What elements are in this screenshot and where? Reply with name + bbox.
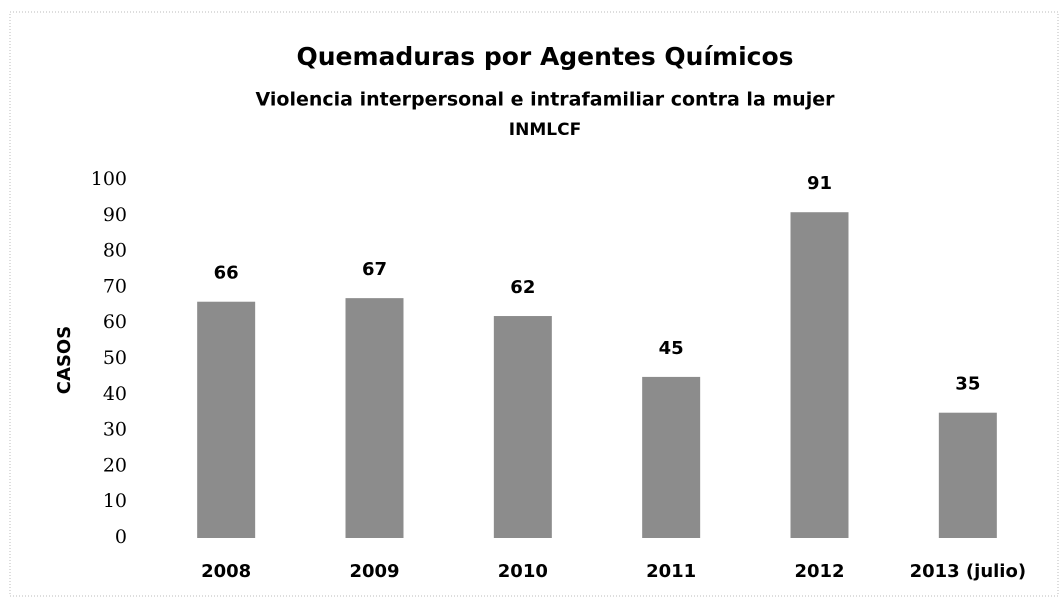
data-label: 62 [510,277,535,298]
chart-subtitle: INMLCF [509,120,581,140]
y-tick-label: 100 [91,168,127,190]
bar [938,412,997,538]
data-label: 45 [659,338,684,359]
bar [790,212,849,538]
bar [642,376,701,538]
data-label: 67 [362,259,387,280]
y-tick-label: 60 [103,311,127,333]
y-tick-label: 70 [103,275,127,297]
chart-title: Quemaduras por Agentes Químicos [296,42,793,71]
y-tick-label: 30 [103,419,127,441]
bar [345,298,404,538]
y-tick-label: 40 [103,383,127,405]
y-tick-label: 20 [103,454,127,476]
y-tick-label: 10 [103,490,127,512]
x-tick-label: 2009 [349,561,399,582]
x-tick-label: 2012 [794,561,844,582]
y-tick-label: 80 [103,240,127,262]
data-label: 91 [807,173,832,194]
bar [493,316,552,538]
x-tick-label: 2008 [201,561,251,582]
y-tick-label: 0 [115,526,127,548]
y-axis-label: CASOS [54,326,75,394]
y-tick-label: 90 [103,204,127,226]
data-label: 35 [955,374,980,395]
chart-subtitle: Violencia interpersonal e intrafamiliar … [256,89,836,111]
x-tick-label: 2010 [498,561,548,582]
bar [197,301,256,538]
data-label: 66 [214,263,239,284]
x-tick-label: 2013 (julio) [910,561,1027,582]
y-tick-label: 50 [103,347,127,369]
x-tick-label: 2011 [646,561,696,582]
